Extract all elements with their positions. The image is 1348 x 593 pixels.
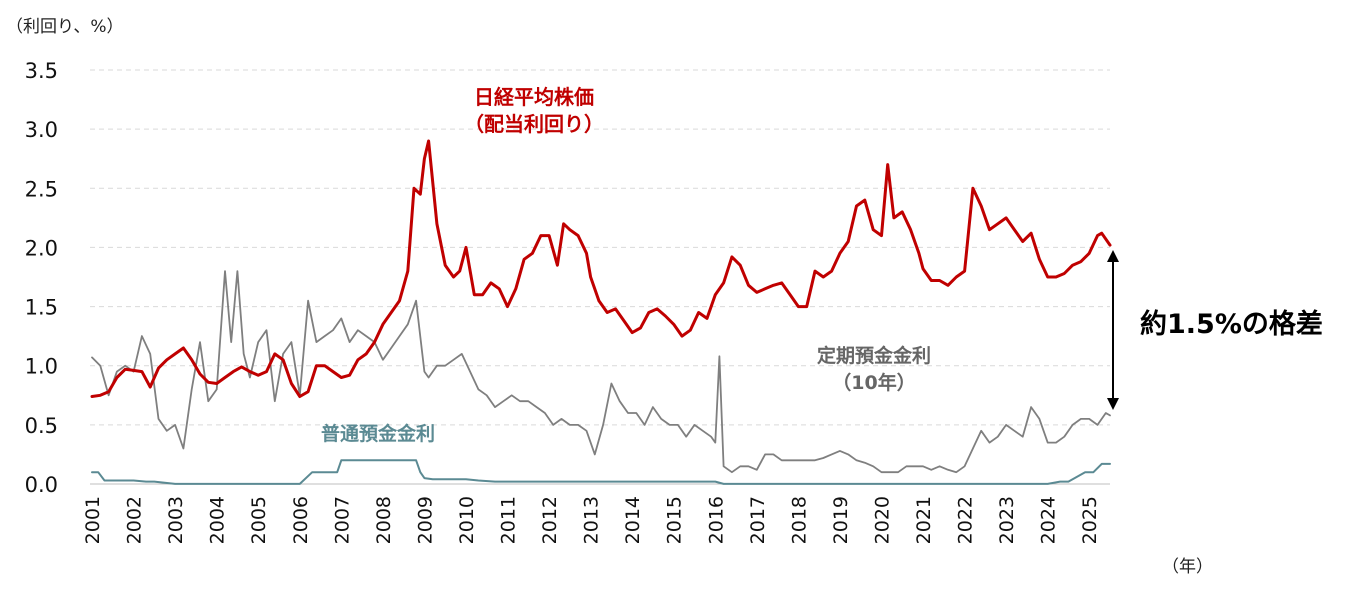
gap-arrow-head-down [1107, 398, 1119, 410]
label-time-deposit-sub: （10年） [832, 371, 915, 394]
x-tick-label: 2012 [539, 496, 561, 544]
y-tick-label: 1.5 [25, 296, 58, 320]
label-time-deposit: 定期預金金利 [817, 344, 931, 367]
y-tick-label: 3.5 [25, 59, 58, 83]
y-axis-unit-label: （利回り、%） [6, 17, 123, 37]
x-tick-label: 2001 [82, 496, 104, 544]
x-tick-label: 2024 [1038, 496, 1060, 544]
x-tick-label: 2010 [456, 496, 478, 544]
x-tick-label: 2023 [996, 496, 1018, 544]
gap-annotation: 約1.5%の格差 [1140, 308, 1323, 340]
y-tick-label: 3.0 [25, 118, 58, 142]
x-tick-label: 2025 [1079, 496, 1101, 544]
label-nikkei: 日経平均株価 [474, 85, 594, 109]
x-tick-label: 2002 [124, 496, 146, 544]
y-tick-label: 2.0 [25, 236, 58, 260]
x-tick-label: 2006 [290, 496, 312, 544]
x-axis-unit-label: （年） [1162, 557, 1213, 577]
series-lines [90, 139, 1112, 485]
x-tick-label: 2007 [331, 496, 353, 544]
x-tick-label: 2009 [414, 496, 436, 544]
x-tick-label: 2005 [248, 496, 270, 544]
label-ordinary-deposit: 普通預金金利 [321, 422, 435, 445]
gap-arrow-head-up [1107, 250, 1119, 262]
x-tick-label: 2016 [705, 496, 727, 544]
x-tick-label: 2013 [581, 496, 603, 544]
x-tick-label: 2004 [207, 496, 229, 544]
x-tick-label: 2021 [913, 496, 935, 544]
x-tick-label: 2011 [498, 496, 520, 544]
x-axis-ticks: 2001 2002 2003 2004 2005 2006 2007 2008 2009 2010… [82, 496, 1101, 544]
x-tick-label: 2015 [664, 496, 686, 544]
y-axis-ticks: 0.0 0.5 1.0 1.5 2.0 2.5 3.0 3.5 [25, 59, 58, 497]
x-tick-label: 2018 [788, 496, 810, 544]
x-tick-label: 2003 [165, 496, 187, 544]
series-line-1 [91, 270, 1111, 474]
x-tick-label: 2008 [373, 496, 395, 544]
x-tick-label: 2020 [871, 496, 893, 544]
y-tick-label: 0.5 [25, 414, 58, 438]
x-tick-label: 2019 [830, 496, 852, 544]
label-nikkei-sub: （配当利回り） [464, 112, 604, 136]
x-tick-label: 2022 [955, 496, 977, 544]
y-tick-label: 0.0 [25, 473, 58, 497]
y-tick-label: 1.0 [25, 355, 58, 379]
series-line-2 [91, 459, 1111, 485]
series-line-0 [90, 139, 1112, 398]
y-tick-label: 2.5 [25, 177, 58, 201]
x-tick-label: 2017 [747, 496, 769, 544]
x-tick-label: 2014 [622, 496, 644, 544]
